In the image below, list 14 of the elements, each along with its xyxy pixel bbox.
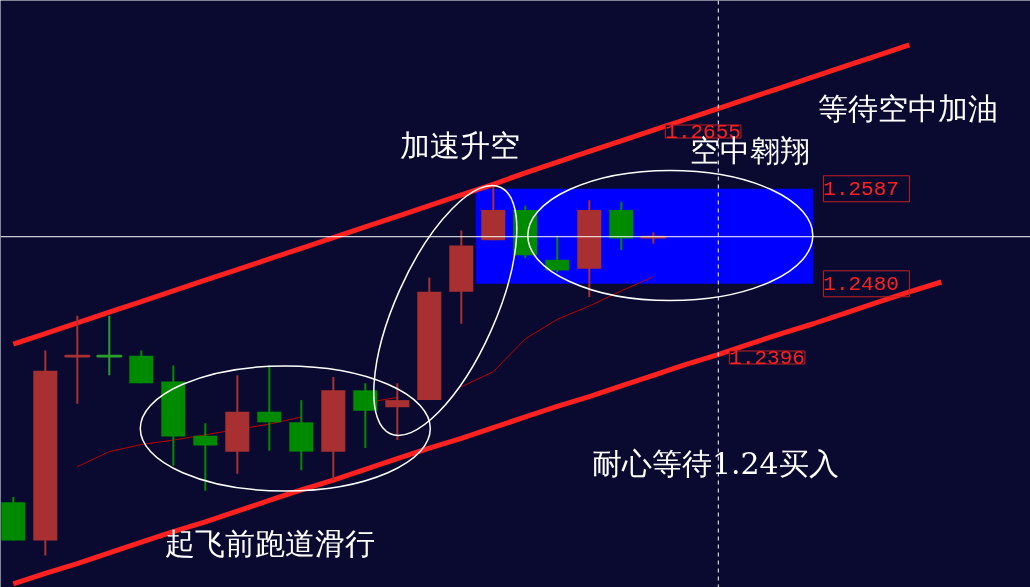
candlestick <box>545 234 570 274</box>
candlestick <box>385 382 410 442</box>
candlestick <box>353 382 378 450</box>
annotation: 耐心等待1.24买入 <box>591 446 839 481</box>
y-tick-label: 1.2480 <box>823 273 899 297</box>
candlestick <box>193 422 218 492</box>
candlestick <box>96 314 123 377</box>
annotation: 等待空中加油 <box>818 91 999 126</box>
annotation: 起飞前跑道滑行 <box>165 526 376 561</box>
candlestick <box>64 314 91 405</box>
y-tick-label: 1.2587 <box>823 178 899 202</box>
annotation: 1.2396 <box>729 347 805 370</box>
candlestick <box>257 364 282 452</box>
annotation: 加速升空 <box>400 128 521 163</box>
